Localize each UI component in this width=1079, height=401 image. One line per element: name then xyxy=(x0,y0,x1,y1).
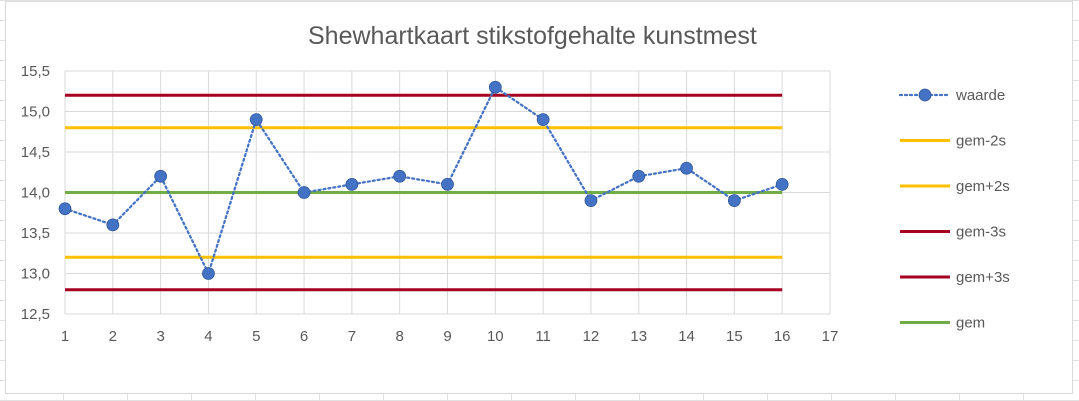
y-tick-label: 12,5 xyxy=(21,306,50,323)
data-point xyxy=(488,80,502,94)
x-tick-label: 12 xyxy=(583,328,600,345)
legend-label-waarde: waarde xyxy=(955,87,1005,104)
data-point xyxy=(632,169,646,183)
legend-label-gem-3s: gem+3s xyxy=(956,269,1010,286)
legend-label-gem-2s: gem-2s xyxy=(956,133,1006,150)
data-point xyxy=(680,161,693,175)
x-tick-label: 1 xyxy=(61,328,69,345)
data-point xyxy=(202,267,215,280)
x-tick-label: 10 xyxy=(487,328,504,345)
data-point xyxy=(441,178,454,191)
x-tick-label: 6 xyxy=(300,328,308,345)
x-tick-label: 4 xyxy=(204,328,212,345)
x-tick-label: 17 xyxy=(822,328,839,345)
x-tick-label: 5 xyxy=(252,328,260,345)
x-tick-label: 14 xyxy=(678,328,695,345)
series-line-waarde xyxy=(63,85,784,277)
x-tick-label: 8 xyxy=(396,328,404,345)
legend-marker-waarde xyxy=(918,88,932,102)
data-point xyxy=(249,113,263,126)
x-tick-label: 7 xyxy=(348,328,356,345)
legend-label-gem-3s: gem-3s xyxy=(956,224,1006,241)
y-tick-label: 13,0 xyxy=(21,266,50,283)
data-point xyxy=(728,194,741,207)
y-tick-label: 14,5 xyxy=(21,144,50,161)
data-point xyxy=(154,169,167,183)
data-point xyxy=(106,218,120,232)
legend-label-gem-2s: gem+2s xyxy=(956,178,1010,195)
y-tick-label: 13,5 xyxy=(21,225,50,242)
legend-label-gem: gem xyxy=(956,315,985,332)
x-tick-label: 9 xyxy=(443,328,451,345)
y-tick-label: 15,5 xyxy=(21,63,50,80)
data-point xyxy=(775,178,789,191)
x-tick-label: 3 xyxy=(156,328,164,345)
y-tick-label: 15,0 xyxy=(21,104,50,121)
data-point xyxy=(297,186,311,199)
legend[interactable]: waarde gem-2s gem+2s gem-3s gem+3s gem xyxy=(898,87,1010,332)
series-layer xyxy=(58,80,789,292)
data-point xyxy=(393,169,407,183)
data-point xyxy=(345,178,359,191)
x-tick-label: 16 xyxy=(774,328,791,345)
data-point xyxy=(536,113,550,126)
y-tick-label: 14,0 xyxy=(21,185,50,202)
data-point xyxy=(58,202,72,216)
x-tick-label: 15 xyxy=(726,328,743,345)
x-tick-label: 2 xyxy=(109,328,117,345)
chart-area[interactable] xyxy=(5,1,1073,394)
chart-title: Shewhartkaart stikstofgehalte kunstmest xyxy=(308,22,757,50)
x-tick-label: 11 xyxy=(535,328,551,345)
data-point xyxy=(584,194,598,207)
x-tick-label: 13 xyxy=(630,328,647,345)
axes: 12,513,013,514,014,515,015,51 2 3 4 5 6 7 8 9 10 1… xyxy=(21,63,839,345)
